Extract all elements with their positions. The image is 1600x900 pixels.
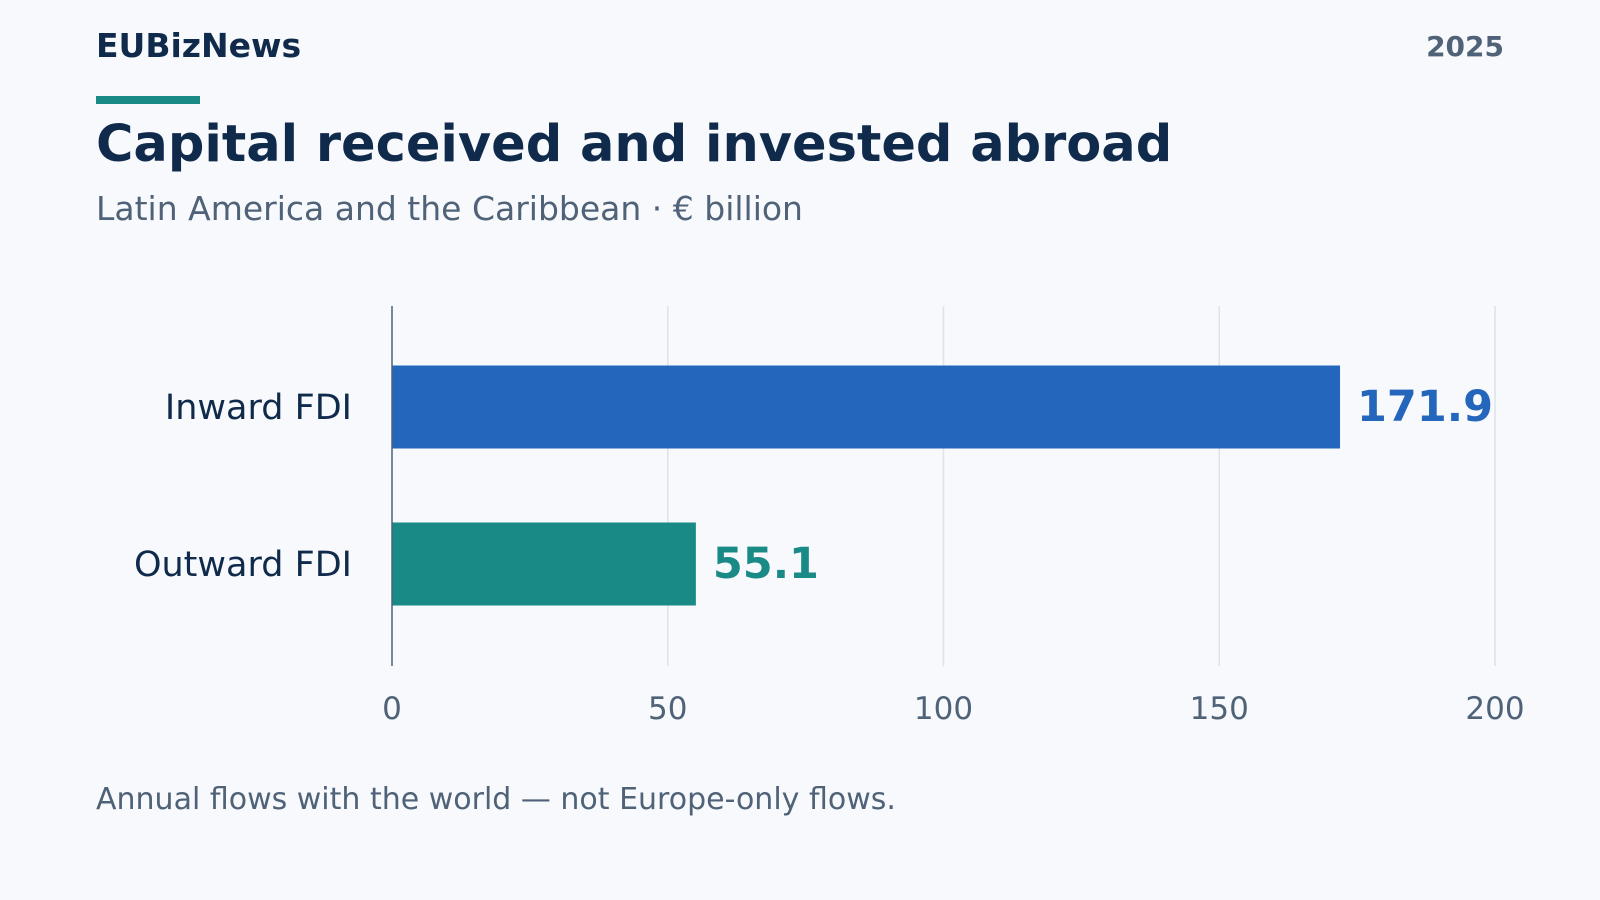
x-tick-labels: 0 50 100 150 200 bbox=[382, 691, 1524, 727]
chart-title: Capital received and invested abroad bbox=[96, 115, 1173, 174]
x-tick-label: 100 bbox=[914, 691, 973, 727]
bars bbox=[392, 365, 1341, 606]
accent-rule bbox=[96, 96, 200, 104]
category-labels: Inward FDI Outward FDI bbox=[134, 388, 352, 585]
category-label: Outward FDI bbox=[134, 545, 352, 585]
footnote: Annual flows with the world — not Europe… bbox=[96, 782, 896, 817]
bar-inward-fdi bbox=[392, 365, 1341, 449]
chart-subtitle: Latin America and the Caribbean · € bill… bbox=[96, 189, 803, 228]
value-label: 55.1 bbox=[713, 539, 819, 589]
x-tick-label: 0 bbox=[382, 691, 402, 727]
value-labels: 171.9 55.1 bbox=[713, 382, 1493, 589]
category-label: Inward FDI bbox=[165, 388, 352, 428]
grid-lines bbox=[667, 306, 1496, 666]
bar-outward-fdi bbox=[392, 522, 696, 606]
x-tick-label: 150 bbox=[1190, 691, 1249, 727]
year-label: 2025 bbox=[1426, 30, 1504, 63]
value-label: 171.9 bbox=[1357, 382, 1493, 432]
x-tick-label: 200 bbox=[1465, 691, 1524, 727]
brand-logo: EUBizNews bbox=[96, 26, 302, 65]
x-tick-label: 50 bbox=[648, 691, 687, 727]
